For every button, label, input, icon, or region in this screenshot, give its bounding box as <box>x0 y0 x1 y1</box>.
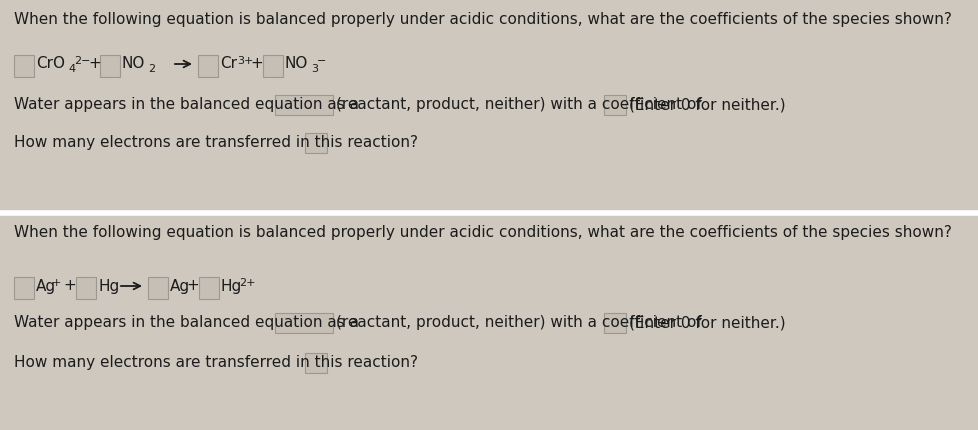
Text: CrO: CrO <box>36 56 65 71</box>
Text: Ag: Ag <box>170 279 190 294</box>
Bar <box>275 95 333 115</box>
Text: Hg: Hg <box>98 279 119 294</box>
Text: +: + <box>52 278 62 288</box>
Bar <box>305 133 327 153</box>
Text: NO: NO <box>285 56 308 71</box>
Text: +: + <box>249 56 262 71</box>
Text: (Enter 0 for neither.): (Enter 0 for neither.) <box>628 316 784 331</box>
Bar <box>603 95 625 115</box>
Bar <box>305 353 327 373</box>
Text: +: + <box>63 279 75 294</box>
Bar <box>14 55 34 77</box>
Text: How many electrons are transferred in this reaction?: How many electrons are transferred in th… <box>14 135 418 150</box>
Bar <box>263 55 283 77</box>
Text: (reactant, product, neither) with a coefficient of: (reactant, product, neither) with a coef… <box>335 98 701 113</box>
Text: Ag: Ag <box>36 279 56 294</box>
Text: −: − <box>317 56 326 66</box>
Text: Water appears in the balanced equation as a: Water appears in the balanced equation a… <box>14 316 359 331</box>
Text: (reactant, product, neither) with a coefficient of: (reactant, product, neither) with a coef… <box>335 316 701 331</box>
Bar <box>199 277 219 299</box>
Bar <box>14 277 34 299</box>
Text: 2+: 2+ <box>239 278 255 288</box>
Bar <box>198 55 218 77</box>
Text: Hg: Hg <box>221 279 242 294</box>
Text: 2−: 2− <box>74 56 90 66</box>
Text: +: + <box>88 56 101 71</box>
Bar <box>76 277 96 299</box>
Bar <box>100 55 120 77</box>
Text: When the following equation is balanced properly under acidic conditions, what a: When the following equation is balanced … <box>14 12 951 27</box>
Text: How many electrons are transferred in this reaction?: How many electrons are transferred in th… <box>14 356 418 371</box>
Text: When the following equation is balanced properly under acidic conditions, what a: When the following equation is balanced … <box>14 225 951 240</box>
Text: 4: 4 <box>67 64 75 74</box>
Text: Cr: Cr <box>220 56 237 71</box>
Text: +: + <box>186 279 199 294</box>
Bar <box>603 313 625 333</box>
Bar <box>275 313 333 333</box>
Text: 3: 3 <box>311 64 318 74</box>
Text: (Enter 0 for neither.): (Enter 0 for neither.) <box>628 98 784 113</box>
Bar <box>148 277 168 299</box>
Text: Water appears in the balanced equation as a: Water appears in the balanced equation a… <box>14 98 359 113</box>
Text: NO: NO <box>122 56 145 71</box>
Text: 2: 2 <box>148 64 155 74</box>
Text: 3+: 3+ <box>237 56 253 66</box>
